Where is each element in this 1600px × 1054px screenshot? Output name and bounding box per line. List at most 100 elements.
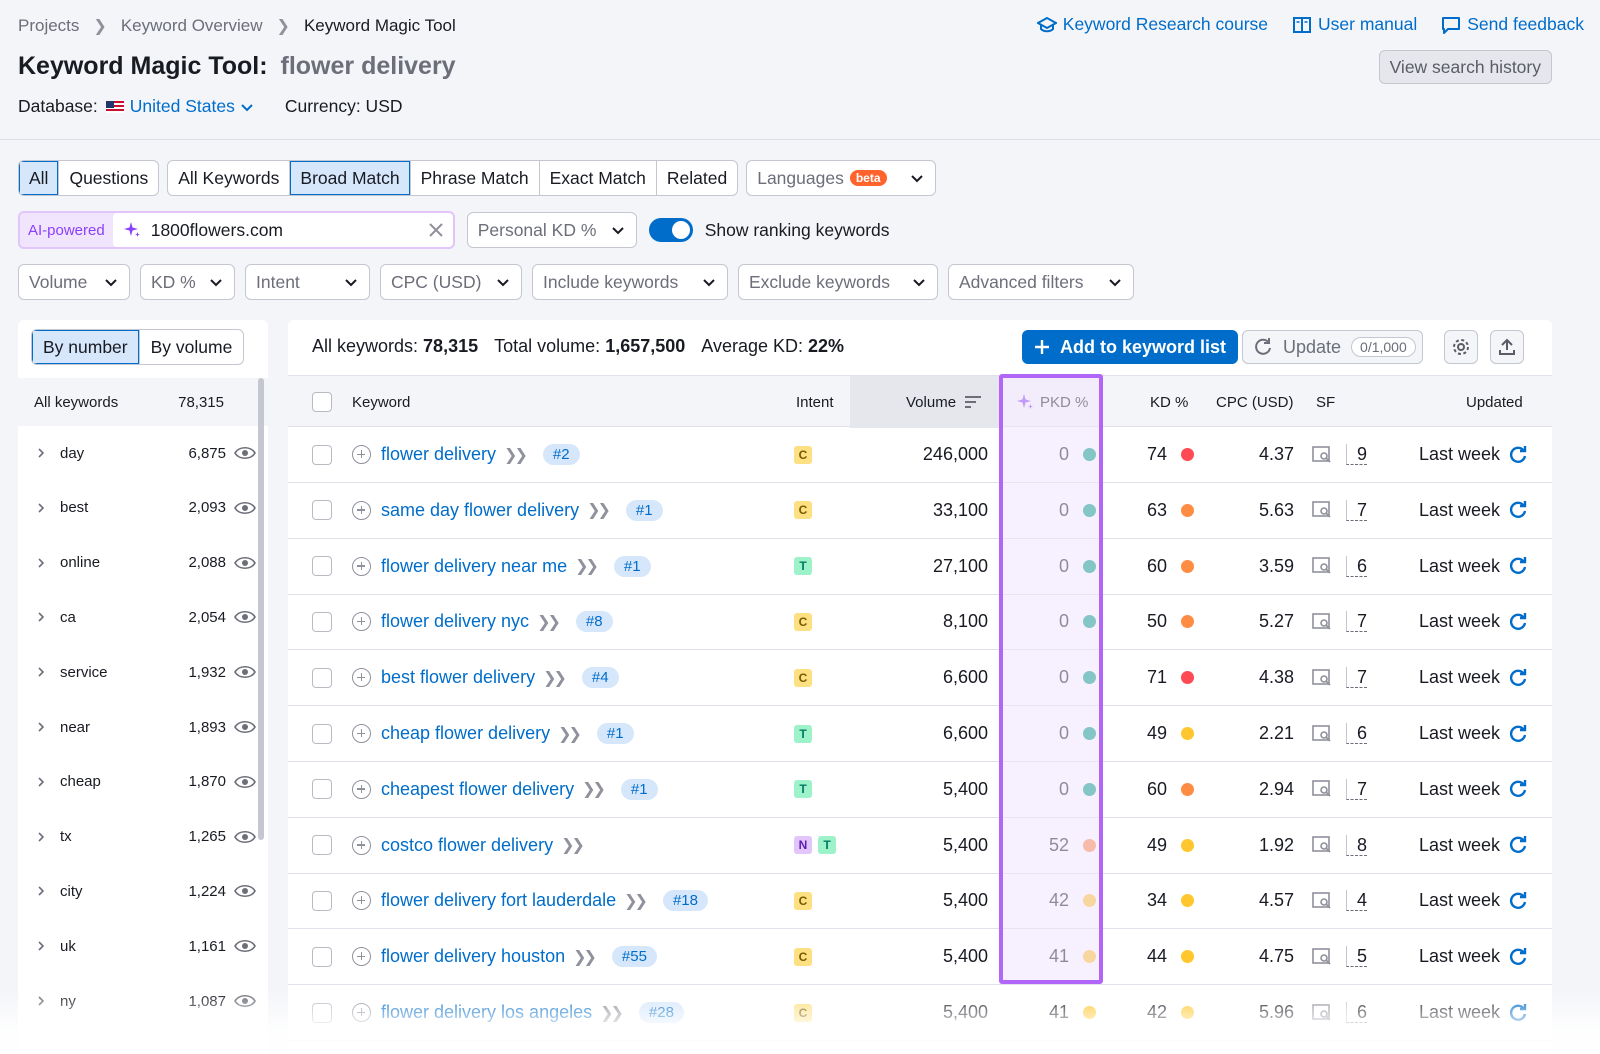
row-checkbox[interactable] <box>312 444 332 465</box>
add-keyword-icon[interactable] <box>352 891 371 911</box>
chevron-right-icon[interactable] <box>36 996 46 1006</box>
advanced-filters[interactable]: Advanced filters <box>948 264 1134 300</box>
chevron-right-icon[interactable] <box>36 612 46 622</box>
refresh-icon[interactable] <box>1508 947 1528 967</box>
add-keyword-icon[interactable] <box>352 779 371 799</box>
keyword-link[interactable]: flower delivery <box>381 444 497 464</box>
double-chevron-icon[interactable]: ❯❯ <box>624 892 648 910</box>
keyword-group-item[interactable]: uk 1,161 <box>18 919 256 973</box>
row-checkbox[interactable] <box>312 611 332 632</box>
kd-filter[interactable]: KD % <box>140 264 235 300</box>
keyword-group-item[interactable]: service 1,932 <box>18 645 256 699</box>
col-cpc[interactable]: CPC (USD) <box>1216 393 1294 411</box>
keyword-link[interactable]: flower delivery fort lauderdale <box>381 890 617 911</box>
chevron-right-icon[interactable] <box>36 448 46 458</box>
sf-count[interactable]: 7 <box>1346 611 1368 633</box>
double-chevron-icon[interactable]: ❯❯ <box>587 502 611 520</box>
serp-features-icon[interactable] <box>1312 613 1332 631</box>
sf-count[interactable]: 7 <box>1346 778 1368 800</box>
serp-features-icon[interactable] <box>1312 501 1332 519</box>
refresh-icon[interactable] <box>1508 500 1528 520</box>
add-keyword-icon[interactable] <box>352 556 371 576</box>
export-button[interactable] <box>1490 330 1524 364</box>
keyword-link[interactable]: best flower delivery <box>381 667 536 688</box>
keyword-group-item[interactable]: ny 1,087 <box>18 974 256 1028</box>
keyword-link[interactable]: flower delivery los angeles <box>381 1002 593 1022</box>
refresh-icon[interactable] <box>1508 891 1528 911</box>
keyword-link[interactable]: cheapest flower delivery <box>381 778 575 799</box>
tab-questions[interactable]: Questions <box>69 167 149 188</box>
breadcrumb-projects[interactable]: Projects <box>18 16 80 35</box>
serp-features-icon[interactable] <box>1312 724 1332 743</box>
eye-icon[interactable] <box>234 446 256 460</box>
groups-scrollbar[interactable] <box>258 378 264 840</box>
keyword-group-item[interactable]: tx 1,265 <box>18 810 256 864</box>
sf-count[interactable]: 8 <box>1346 834 1368 856</box>
keyword-link[interactable]: flower delivery nyc <box>381 611 530 632</box>
add-keyword-icon[interactable] <box>352 500 371 520</box>
refresh-icon[interactable] <box>1508 724 1528 744</box>
sf-count[interactable]: 6 <box>1346 1002 1368 1023</box>
show-ranking-toggle[interactable] <box>648 218 693 242</box>
row-checkbox[interactable] <box>312 500 332 521</box>
keyword-group-item[interactable]: day 6,875 <box>18 426 256 480</box>
database-selector[interactable]: United States <box>105 96 253 117</box>
double-chevron-icon[interactable]: ❯❯ <box>600 1004 624 1022</box>
keyword-group-item[interactable]: city 1,224 <box>18 864 256 918</box>
serp-features-icon[interactable] <box>1312 1003 1332 1022</box>
eye-icon[interactable] <box>234 884 256 898</box>
sf-count[interactable]: 7 <box>1346 499 1368 521</box>
keyword-group-item[interactable]: cheap 1,870 <box>18 755 256 809</box>
add-keyword-icon[interactable] <box>352 947 371 967</box>
tab-all-keywords[interactable]: All Keywords <box>168 161 291 195</box>
eye-icon[interactable] <box>234 720 256 734</box>
refresh-icon[interactable] <box>1508 556 1528 576</box>
intent-filter[interactable]: Intent <box>245 264 370 300</box>
double-chevron-icon[interactable]: ❯❯ <box>573 948 597 966</box>
user-manual-link[interactable]: User manual <box>1292 14 1417 35</box>
domain-input[interactable]: 1800flowers.com <box>112 213 453 247</box>
serp-features-icon[interactable] <box>1312 780 1332 798</box>
double-chevron-icon[interactable]: ❯❯ <box>543 669 567 687</box>
add-keyword-icon[interactable] <box>352 724 371 743</box>
tab-broad-match[interactable]: Broad Match <box>290 161 411 195</box>
exclude-keywords-filter[interactable]: Exclude keywords <box>738 264 938 300</box>
double-chevron-icon[interactable]: ❯❯ <box>575 558 599 576</box>
view-search-history-button[interactable]: View search history <box>1378 50 1552 84</box>
keyword-research-course-link[interactable]: Keyword Research course <box>1036 14 1268 35</box>
sf-count[interactable]: 9 <box>1346 444 1368 465</box>
tab-by-volume[interactable]: By volume <box>150 336 233 357</box>
chevron-right-icon[interactable] <box>36 722 46 732</box>
keyword-link[interactable]: same day flower delivery <box>381 499 580 520</box>
refresh-icon[interactable] <box>1508 1003 1528 1023</box>
include-keywords-filter[interactable]: Include keywords <box>532 264 728 300</box>
chevron-right-icon[interactable] <box>36 832 46 842</box>
row-checkbox[interactable] <box>312 835 332 856</box>
eye-icon[interactable] <box>234 501 256 515</box>
refresh-icon[interactable] <box>1508 612 1528 632</box>
add-keyword-icon[interactable] <box>352 1003 371 1022</box>
col-updated[interactable]: Updated <box>1466 393 1523 411</box>
double-chevron-icon[interactable]: ❯❯ <box>504 446 528 464</box>
personal-kd-dropdown[interactable]: Personal KD % <box>466 212 637 248</box>
keyword-link[interactable]: costco flower delivery <box>381 834 554 855</box>
keyword-group-item[interactable]: ca 2,054 <box>18 590 256 644</box>
double-chevron-icon[interactable]: ❯❯ <box>561 837 585 855</box>
serp-features-icon[interactable] <box>1312 445 1332 464</box>
all-keywords-group[interactable]: All keywords 78,315 <box>18 378 268 426</box>
tab-related[interactable]: Related <box>666 167 728 188</box>
tab-all[interactable]: All <box>19 161 60 195</box>
eye-icon[interactable] <box>234 665 256 679</box>
chevron-right-icon[interactable] <box>36 941 46 951</box>
refresh-icon[interactable] <box>1508 779 1528 799</box>
chevron-right-icon[interactable] <box>36 886 46 896</box>
serp-features-icon[interactable] <box>1312 668 1332 687</box>
col-sf[interactable]: SF <box>1316 393 1336 411</box>
row-checkbox[interactable] <box>312 1002 332 1023</box>
double-chevron-icon[interactable]: ❯❯ <box>582 781 606 799</box>
keyword-group-item[interactable]: online 2,088 <box>18 536 256 590</box>
eye-icon[interactable] <box>234 939 256 953</box>
select-all-checkbox[interactable] <box>312 392 332 412</box>
eye-icon[interactable] <box>234 610 256 624</box>
add-keyword-icon[interactable] <box>352 445 371 464</box>
